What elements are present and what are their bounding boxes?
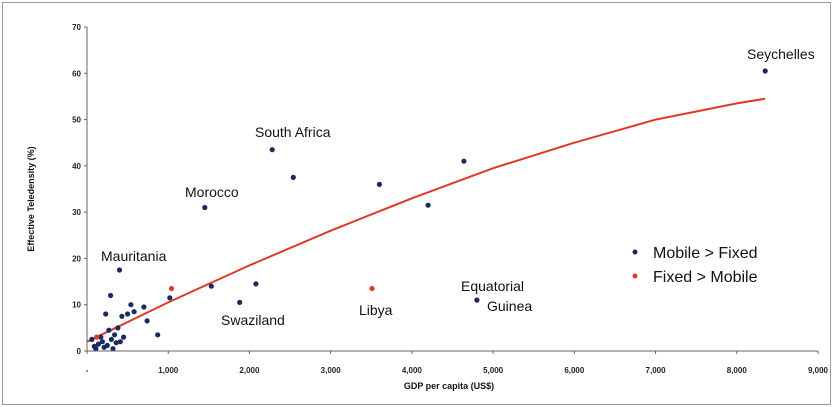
x-tick-label: 7,000 — [646, 366, 667, 375]
y-tick-label: 10 — [72, 301, 81, 310]
mobile-data-point — [89, 336, 95, 342]
mobile-data-point — [104, 342, 110, 348]
mobile-data-point — [155, 332, 161, 338]
annotation-swaziland: Swaziland — [221, 312, 285, 328]
annotation-guinea: Guinea — [487, 298, 532, 314]
mobile-data-point — [106, 327, 112, 333]
mobile-data-point — [131, 309, 137, 315]
x-tick-label: 1,000 — [158, 366, 179, 375]
mobile-data-point — [115, 325, 121, 331]
y-tick-label: 50 — [72, 116, 81, 125]
mobile-data-point — [113, 340, 119, 346]
annotation-morocco: Morocco — [185, 184, 239, 200]
x-axis-title: GDP per capita (US$) — [404, 381, 494, 391]
trendline — [86, 97, 766, 343]
legend-fixed-label: Fixed > Mobile — [653, 269, 758, 286]
mobile-data-point — [144, 318, 150, 324]
x-tick-label: 2,000 — [239, 366, 260, 375]
mobile-data-point — [762, 68, 768, 74]
mobile-data-point — [116, 267, 123, 273]
y-tick-label: 60 — [72, 69, 81, 78]
mobile-data-point — [110, 346, 116, 352]
fixed-data-point — [168, 285, 175, 292]
fixed-data-point — [369, 285, 375, 292]
points-layer — [89, 68, 768, 352]
mobile-data-point — [95, 341, 101, 347]
mobile-data-point — [376, 181, 382, 187]
trendline-layer — [86, 97, 766, 343]
legend-mobile-marker — [632, 249, 638, 255]
x-tick-label: 4,000 — [402, 366, 423, 375]
y-tick-label: 40 — [72, 162, 81, 171]
mobile-data-point — [290, 174, 296, 180]
x-tick-label: 6,000 — [564, 366, 585, 375]
mobile-data-point — [125, 311, 131, 317]
x-ticks: - 1,000 2,000 3,000 4,000 5,000 6,000 7,000 8,00… — [86, 351, 829, 375]
x-tick-label: 3,000 — [321, 366, 342, 375]
fixed-data-point — [94, 334, 100, 340]
mobile-data-point — [141, 304, 147, 310]
legend-fixed-marker — [632, 273, 638, 279]
mobile-data-point — [108, 336, 114, 342]
annotation-south-africa: South Africa — [255, 124, 331, 140]
mobile-data-point — [269, 147, 275, 153]
mobile-data-point — [167, 295, 173, 301]
mobile-data-point — [117, 339, 123, 345]
legend-mobile-label: Mobile > Fixed — [653, 245, 758, 262]
y-ticks: 0 10 20 30 40 50 60 70 — [72, 23, 87, 356]
mobile-data-point — [253, 281, 259, 287]
x-tick-label: 8,000 — [727, 366, 748, 375]
mobile-data-point — [237, 299, 243, 305]
mobile-data-point — [121, 334, 127, 340]
annotation-equatorial: Equatorial — [461, 278, 524, 294]
x-tick-label: 5,000 — [483, 366, 504, 375]
annotation-mauritania: Mauritania — [101, 248, 167, 264]
mobile-data-point — [93, 346, 99, 352]
y-tick-label: 30 — [72, 208, 81, 217]
mobile-data-point — [474, 297, 480, 303]
mobile-data-point — [112, 332, 118, 338]
y-tick-label: 0 — [77, 347, 82, 356]
legend: Mobile > Fixed Fixed > Mobile — [632, 245, 758, 286]
mobile-data-point — [119, 313, 125, 319]
scatter-chart: 0 10 20 30 40 50 60 70 - 1,000 2,000 3,000 4,000 5,0… — [26, 23, 829, 391]
mobile-data-point — [128, 302, 134, 308]
mobile-data-point — [108, 292, 114, 299]
annotation-libya: Libya — [359, 302, 393, 318]
mobile-data-point — [98, 334, 104, 340]
x-tick-label: - — [86, 366, 89, 375]
mobile-data-point — [208, 283, 214, 289]
annotation-seychelles: Seychelles — [747, 46, 815, 62]
y-tick-label: 70 — [72, 23, 81, 32]
mobile-data-point — [103, 311, 109, 317]
x-tick-label: 9,000 — [808, 366, 829, 375]
mobile-data-point — [425, 202, 431, 208]
mobile-data-point — [461, 158, 467, 164]
y-axis-title: Effective Teledensity (%) — [26, 146, 36, 251]
mobile-data-point — [99, 339, 105, 345]
mobile-data-point — [202, 204, 208, 211]
y-tick-label: 20 — [72, 254, 81, 263]
